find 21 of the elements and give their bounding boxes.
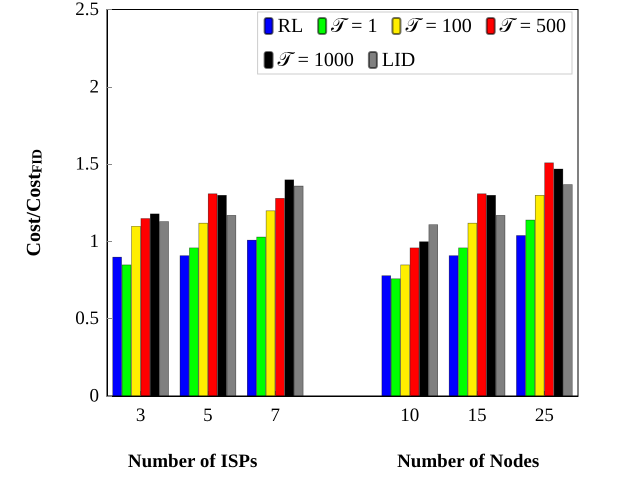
legend-label: 𝒯 = 1 [331,15,378,37]
y-tick-label: 1 [90,230,99,252]
y-tick-label: 0 [90,386,99,406]
y-tick-label: 2 [90,76,99,98]
y-tick-label: 0.5 [75,308,99,330]
x-tick-label: 10 [400,405,420,426]
legend-label: 𝒯 = 500 [500,15,566,37]
legend-label: 𝒯 = 1000 [278,49,354,71]
legend-label: RL [278,15,304,37]
y-tick-label: 2.5 [75,0,99,20]
x-tick-label: 15 [468,405,487,426]
x-tick-label: 3 [136,405,146,426]
x-tick-label: 5 [203,405,213,426]
text: Number of Nodes [397,451,540,472]
legend-label: 𝒯 = 100 [405,15,472,37]
x-tick-label: 7 [270,405,280,426]
y-axis-title: Cost/CostFID [23,149,46,256]
x-tick-label: 25 [534,405,554,426]
legend-label: LID [382,49,416,71]
y-tick-label: 1.5 [75,154,99,175]
x-axis-title: Number of ISPs [128,451,258,472]
